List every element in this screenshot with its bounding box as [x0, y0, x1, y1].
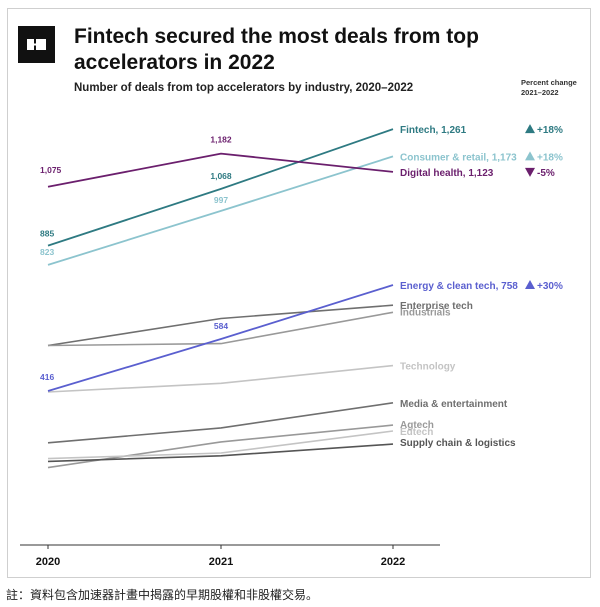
pct-change-consumer-and-retail: +18% [537, 152, 563, 163]
point-label-consumer-and-retail-2020: 823 [40, 247, 54, 257]
end-label-consumer-and-retail: Consumer & retail, 1,173 [400, 152, 517, 163]
point-label-digital-health-2020: 1,075 [40, 165, 62, 175]
arrow-up-icon-consumer-and-retail [525, 151, 535, 161]
end-label-supply-chain-and-logistics: Supply chain & logistics [400, 438, 516, 449]
series-line-industrials [47, 311, 394, 347]
pct-change-energy-and-clean-tech: +30% [537, 281, 563, 292]
point-label-energy-and-clean-tech-2021: 584 [214, 321, 228, 331]
x-tick-label-2021: 2021 [209, 556, 233, 568]
chart-title: Fintech secured the most deals from top … [74, 25, 479, 74]
percent-change-header-line2: 2021–2022 [521, 88, 559, 97]
point-label-fintech-2020: 885 [40, 229, 54, 239]
end-label-technology: Technology [400, 362, 456, 373]
arrow-up-icon-energy-and-clean-tech [525, 280, 535, 290]
end-label-edtech: Edtech [400, 427, 433, 438]
arrow-up-icon-fintech [525, 124, 535, 134]
series-line-edtech [47, 430, 394, 460]
series-line-technology [47, 364, 394, 393]
pct-change-fintech: +18% [537, 125, 563, 136]
series-line-agtech [47, 424, 394, 469]
point-label-digital-health-2021: 1,182 [210, 135, 232, 145]
series-line-enterprise-tech [47, 304, 394, 347]
end-label-enterprise-tech: Enterprise tech [400, 301, 473, 312]
pct-change-digital-health: -5% [537, 168, 555, 179]
point-label-consumer-and-retail-2021: 997 [214, 195, 228, 205]
end-label-media-and-entertainment: Media & entertainment [400, 399, 508, 410]
series-line-media-and-entertainment [47, 402, 394, 444]
series-line-fintech [47, 128, 394, 247]
series-line-energy-and-clean-tech [47, 284, 394, 392]
cb-logo-icon [18, 26, 55, 63]
chart-subtitle: Number of deals from top accelerators by… [74, 82, 414, 94]
end-label-energy-and-clean-tech: Energy & clean tech, 758 [400, 281, 518, 292]
series-line-digital-health [47, 152, 394, 188]
end-label-fintech: Fintech, 1,261 [400, 125, 467, 136]
point-label-fintech-2021: 1,068 [210, 171, 232, 181]
x-tick-label-2020: 2020 [36, 556, 60, 568]
end-label-agtech: Agtech [400, 420, 434, 431]
footnote: 註：資料包含加速器計畫中揭露的早期股權和非股權交易。 [6, 588, 319, 602]
arrow-down-icon-digital-health [525, 167, 535, 177]
end-label-industrials: Industrials [400, 307, 451, 318]
series-line-supply-chain-and-logistics [47, 443, 394, 463]
end-label-digital-health: Digital health, 1,123 [400, 168, 494, 179]
x-tick-label-2022: 2022 [381, 556, 405, 568]
percent-change-header: Percent change 2021–2022 [521, 78, 577, 98]
chart-card [7, 8, 591, 578]
series-line-consumer-and-retail [47, 155, 394, 266]
percent-change-header-line1: Percent change [521, 78, 577, 87]
point-label-energy-and-clean-tech-2020: 416 [40, 372, 54, 382]
